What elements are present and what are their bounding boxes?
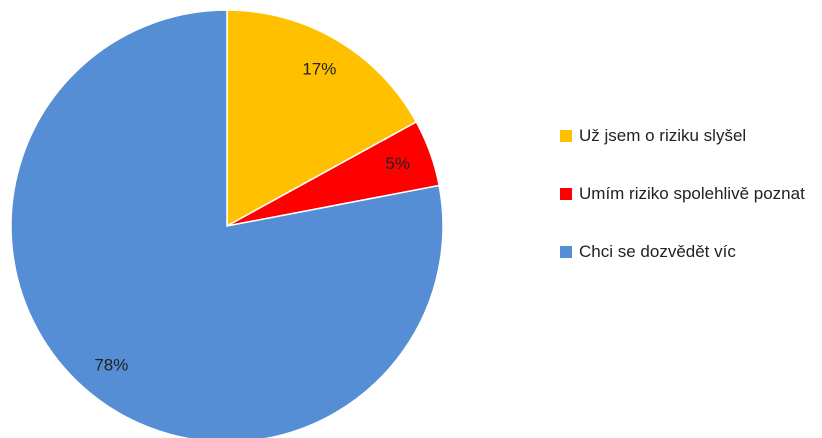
pie-slice — [10, 9, 444, 438]
legend-swatch — [560, 188, 572, 200]
legend-item: Umím riziko spolehlivě poznat — [560, 180, 810, 208]
data-label: 78% — [94, 355, 128, 374]
legend-item: Už jsem o riziku slyšel — [560, 122, 810, 150]
legend-label: Umím riziko spolehlivě poznat — [579, 184, 805, 203]
legend-label: Chci se dozvědět víc — [579, 242, 736, 261]
legend-label: Už jsem o riziku slyšel — [579, 126, 747, 145]
pie-slice — [226, 9, 418, 228]
data-label: 5% — [385, 154, 410, 173]
data-label: 17% — [302, 59, 336, 78]
legend-item: Chci se dozvědět víc — [560, 238, 810, 266]
legend-swatch — [560, 130, 572, 142]
legend: Už jsem o riziku slyšel Umím riziko spole… — [560, 122, 810, 296]
legend-swatch — [560, 246, 572, 258]
